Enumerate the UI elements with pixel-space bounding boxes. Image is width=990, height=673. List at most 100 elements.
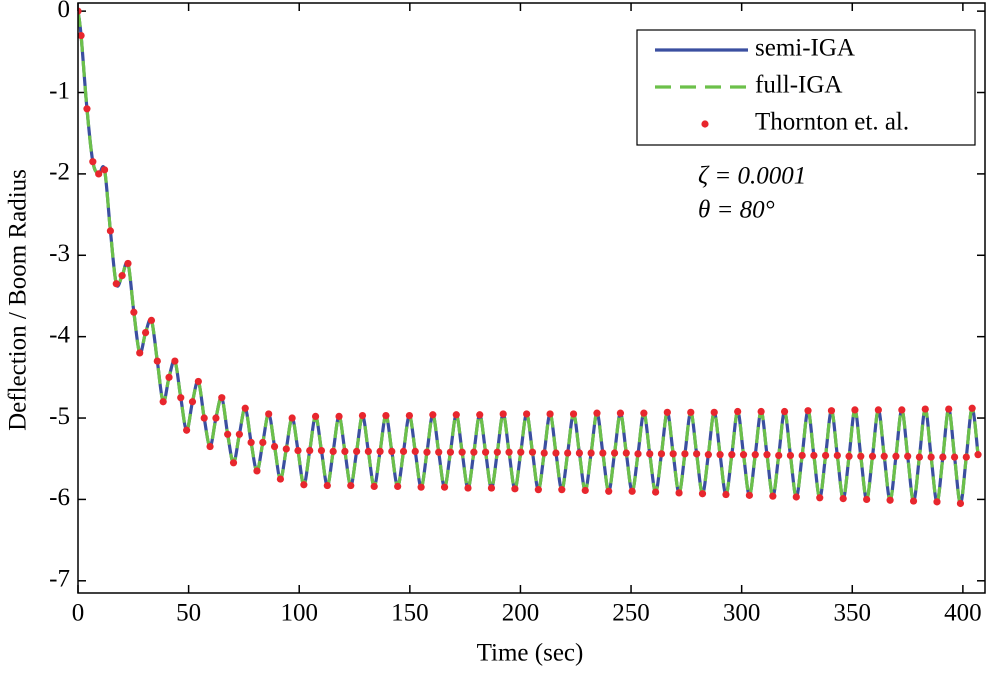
x-tick-label: 350 bbox=[834, 600, 872, 627]
y-tick-label: -1 bbox=[49, 77, 70, 104]
y-tick-label: -4 bbox=[49, 321, 70, 348]
data-point bbox=[646, 450, 654, 458]
data-point bbox=[956, 499, 965, 508]
data-point bbox=[593, 409, 601, 417]
legend-label: semi-IGA bbox=[755, 35, 855, 62]
data-point bbox=[950, 453, 959, 461]
data-point bbox=[147, 316, 156, 324]
data-point bbox=[376, 447, 384, 455]
data-point bbox=[493, 448, 501, 456]
data-point bbox=[200, 414, 208, 422]
data-point bbox=[100, 166, 109, 174]
data-point bbox=[411, 447, 419, 455]
data-line bbox=[78, 10, 980, 506]
data-point bbox=[347, 481, 355, 490]
data-point bbox=[511, 485, 519, 493]
data-point bbox=[183, 426, 191, 434]
data-point bbox=[704, 451, 712, 459]
legend-swatch bbox=[701, 120, 709, 128]
data-point bbox=[710, 408, 718, 416]
data-point bbox=[616, 409, 625, 417]
data-point bbox=[370, 482, 378, 490]
data-point bbox=[270, 442, 279, 451]
data-point bbox=[476, 411, 484, 419]
data-point bbox=[722, 490, 730, 499]
data-point bbox=[552, 449, 560, 457]
data-point bbox=[323, 481, 331, 490]
data-point bbox=[177, 394, 185, 402]
x-tick-label: 0 bbox=[72, 600, 85, 627]
data-point bbox=[423, 448, 431, 456]
y-tick-label: -3 bbox=[49, 240, 70, 267]
data-point bbox=[945, 405, 953, 413]
data-point bbox=[640, 409, 648, 417]
data-point bbox=[839, 495, 847, 503]
y-tick-label: -7 bbox=[49, 566, 70, 593]
x-tick-label: 50 bbox=[176, 600, 201, 627]
data-point bbox=[311, 412, 320, 421]
data-point bbox=[212, 414, 220, 422]
y-tick-label: -6 bbox=[49, 484, 70, 511]
data-point bbox=[306, 446, 314, 455]
x-tick-label: 100 bbox=[280, 600, 318, 627]
x-axis-label: Time (sec) bbox=[477, 640, 584, 667]
legend-label: Thornton et. al. bbox=[755, 109, 909, 136]
data-point bbox=[218, 394, 226, 402]
x-tick-label: 200 bbox=[502, 600, 540, 627]
data-point bbox=[165, 373, 173, 381]
data-point bbox=[470, 448, 478, 456]
data-point bbox=[634, 450, 642, 458]
data-point bbox=[939, 453, 947, 461]
data-point bbox=[687, 408, 695, 416]
y-tick-label: 0 bbox=[58, 0, 71, 23]
legend-label: full-IGA bbox=[755, 72, 842, 99]
y-tick-label: -2 bbox=[49, 159, 70, 186]
data-point bbox=[798, 451, 806, 460]
data-point bbox=[968, 404, 976, 412]
data-point bbox=[358, 411, 367, 420]
data-point bbox=[159, 398, 167, 406]
data-point bbox=[698, 490, 707, 498]
data-point bbox=[317, 446, 326, 455]
data-point bbox=[874, 406, 882, 414]
data-point bbox=[141, 328, 150, 337]
data-point bbox=[276, 475, 285, 483]
data-point bbox=[904, 452, 912, 460]
data-point bbox=[394, 482, 402, 490]
data-point bbox=[253, 467, 261, 475]
data-point bbox=[294, 446, 302, 455]
data-point bbox=[481, 448, 490, 456]
data-point bbox=[124, 259, 132, 268]
data-point bbox=[757, 407, 765, 416]
data-point bbox=[663, 408, 671, 416]
data-point bbox=[681, 450, 689, 458]
data-point bbox=[300, 481, 308, 489]
data-point bbox=[751, 451, 759, 459]
data-point bbox=[769, 492, 777, 500]
data-point bbox=[763, 451, 771, 459]
data-point bbox=[880, 452, 888, 460]
data-point bbox=[399, 447, 408, 455]
data-point bbox=[282, 445, 290, 453]
data-point bbox=[734, 407, 742, 416]
data-point bbox=[933, 498, 941, 506]
data-point bbox=[863, 495, 871, 504]
data-point bbox=[868, 452, 877, 460]
data-point bbox=[83, 105, 91, 113]
data-point bbox=[505, 448, 513, 456]
data-point bbox=[241, 404, 249, 412]
data-point bbox=[546, 410, 554, 418]
data-point bbox=[487, 484, 496, 492]
data-point bbox=[464, 484, 472, 492]
data-point bbox=[909, 497, 918, 505]
data-point bbox=[118, 272, 126, 280]
data-point bbox=[915, 453, 924, 461]
data-point bbox=[739, 451, 748, 459]
data-point bbox=[599, 449, 607, 457]
data-point bbox=[388, 447, 396, 455]
data-point bbox=[435, 448, 443, 456]
data-point bbox=[329, 447, 337, 455]
data-point bbox=[446, 448, 455, 456]
data-point bbox=[810, 451, 818, 460]
